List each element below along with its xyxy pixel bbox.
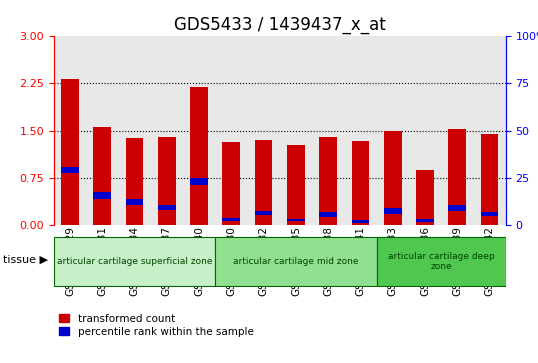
Bar: [158, 205, 175, 210]
Bar: [480, 212, 498, 216]
FancyBboxPatch shape: [54, 237, 215, 286]
Bar: [312, 36, 344, 225]
Bar: [61, 167, 79, 174]
Bar: [247, 36, 280, 225]
Bar: [190, 87, 208, 225]
Bar: [125, 199, 143, 205]
Bar: [448, 205, 466, 211]
Bar: [125, 138, 143, 225]
Bar: [473, 36, 506, 225]
Bar: [416, 170, 434, 225]
Bar: [151, 36, 183, 225]
Bar: [183, 36, 215, 225]
Bar: [158, 137, 175, 225]
FancyBboxPatch shape: [215, 237, 377, 286]
Bar: [344, 36, 377, 225]
FancyBboxPatch shape: [377, 237, 506, 286]
Bar: [222, 142, 240, 225]
Bar: [319, 137, 337, 225]
Text: articular cartilage deep
zone: articular cartilage deep zone: [388, 252, 494, 271]
Text: articular cartilage superficial zone: articular cartilage superficial zone: [56, 257, 213, 266]
Bar: [441, 36, 473, 225]
Bar: [319, 212, 337, 217]
Bar: [351, 220, 369, 223]
Bar: [222, 218, 240, 221]
Bar: [480, 134, 498, 225]
Bar: [190, 179, 208, 185]
Bar: [280, 36, 312, 225]
Bar: [377, 36, 409, 225]
Bar: [93, 127, 111, 225]
Bar: [54, 36, 86, 225]
Legend: transformed count, percentile rank within the sample: transformed count, percentile rank withi…: [59, 314, 253, 337]
Text: articular cartilage mid zone: articular cartilage mid zone: [233, 257, 359, 266]
Bar: [416, 219, 434, 222]
Bar: [215, 36, 247, 225]
Bar: [409, 36, 441, 225]
Bar: [287, 219, 305, 221]
Bar: [287, 145, 305, 225]
Bar: [86, 36, 118, 225]
Bar: [93, 192, 111, 199]
Text: tissue ▶: tissue ▶: [3, 254, 48, 265]
Bar: [448, 130, 466, 225]
Bar: [61, 79, 79, 225]
Bar: [384, 131, 401, 225]
Bar: [384, 208, 401, 214]
Text: GDS5433 / 1439437_x_at: GDS5433 / 1439437_x_at: [174, 16, 386, 34]
Bar: [351, 141, 369, 225]
Bar: [254, 211, 272, 215]
Bar: [118, 36, 151, 225]
Bar: [254, 140, 272, 225]
